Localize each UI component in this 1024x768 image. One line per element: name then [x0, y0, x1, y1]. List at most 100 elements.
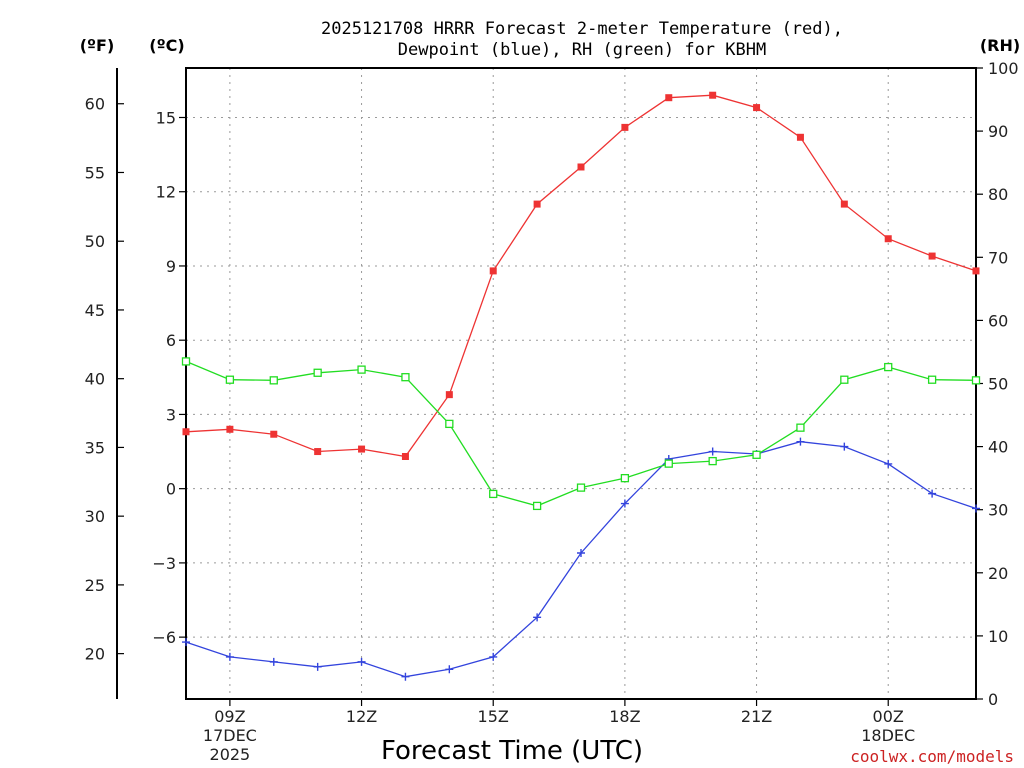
- temperature-point: [270, 430, 278, 438]
- temperature-point: [401, 452, 409, 460]
- celsius-tick-label: 15: [156, 108, 176, 127]
- temperature-point: [314, 448, 322, 456]
- rh-point: [401, 373, 410, 382]
- temperature-point: [928, 252, 936, 260]
- dewpoint-point: [577, 549, 585, 558]
- dewpoint-point: [225, 652, 234, 661]
- celsius-tick-label: 6: [166, 331, 176, 350]
- dewpoint-point: [796, 437, 805, 446]
- chart-title-line2: Dewpoint (blue), RH (green) for KBHM: [398, 40, 766, 60]
- time-tick-year: 2025: [210, 745, 251, 764]
- temperature-point: [621, 123, 629, 131]
- celsius-unit-label: (ºC): [149, 36, 184, 55]
- celsius-tick-label: 0: [166, 480, 176, 499]
- time-tick-label: 12Z: [346, 707, 377, 726]
- fahrenheit-tick-label: 50: [85, 232, 105, 251]
- dewpoint-point: [269, 657, 278, 666]
- rh-point: [664, 459, 673, 468]
- fahrenheit-axis: 20 25 30 35 40 45 50 55 60: [85, 95, 124, 664]
- dewpoint-point: [357, 657, 366, 666]
- celsius-tick-label: −3: [152, 554, 176, 573]
- temperature-point: [182, 428, 190, 436]
- rh-point: [884, 362, 893, 372]
- rh-axis: 0 10 20 30 40 50 60 70 80 90 100: [976, 59, 1019, 709]
- celsius-tick-label: 3: [166, 405, 176, 424]
- fahrenheit-tick-label: 40: [85, 370, 105, 389]
- rh-tick-label: 80: [988, 185, 1008, 204]
- rh-point: [489, 489, 498, 499]
- fahrenheit-tick-label: 55: [85, 163, 105, 182]
- time-tick-label: 09Z: [214, 707, 245, 726]
- rh-point: [357, 365, 366, 374]
- dewpoint-point: [489, 652, 498, 661]
- dewpoint-point: [182, 638, 190, 647]
- rh-tick-label: 50: [988, 375, 1008, 394]
- temperature-point: [358, 445, 366, 453]
- fahrenheit-unit-label: (ºF): [80, 36, 115, 55]
- dewpoint-point: [840, 442, 849, 451]
- rh-point: [708, 456, 717, 466]
- temperature-point: [796, 133, 804, 141]
- rh-tick-label: 60: [988, 311, 1008, 330]
- temperature-series: [182, 91, 980, 460]
- rh-tick-label: 10: [988, 627, 1008, 646]
- rh-tick-label: 40: [988, 438, 1008, 457]
- dewpoint-point: [313, 662, 322, 671]
- rh-point: [269, 376, 278, 385]
- fahrenheit-tick-label: 60: [85, 95, 105, 114]
- time-tick-label: 00Z: [873, 707, 904, 726]
- temperature-point: [489, 267, 497, 275]
- dewpoint-point: [928, 489, 937, 498]
- credit-label: coolwx.com/models: [850, 747, 1014, 766]
- fahrenheit-tick-label: 45: [85, 301, 105, 320]
- rh-point: [840, 375, 849, 384]
- temperature-point: [226, 425, 234, 433]
- rh-tick-label: 90: [988, 122, 1008, 141]
- fahrenheit-tick-label: 35: [85, 438, 105, 457]
- rh-point: [796, 423, 805, 432]
- dewpoint-point: [972, 504, 980, 513]
- temperature-point: [665, 94, 673, 102]
- temperature-point: [577, 163, 585, 171]
- temperature-line: [185, 94, 977, 458]
- x-axis-label: Forecast Time (UTC): [381, 736, 643, 766]
- rh-tick-label: 20: [988, 564, 1008, 583]
- celsius-tick-label: 12: [156, 183, 176, 202]
- data-series: [181, 91, 981, 681]
- dewpoint-point: [533, 613, 542, 622]
- dewpoint-line: [185, 441, 977, 678]
- temperature-point: [709, 91, 717, 99]
- rh-tick-label: 100: [988, 59, 1019, 78]
- rh-point: [576, 483, 586, 492]
- fahrenheit-tick-label: 30: [85, 507, 105, 526]
- temperature-point: [445, 391, 453, 399]
- time-tick-label: 18Z: [609, 707, 640, 726]
- rh-unit-label: (RH): [980, 36, 1020, 55]
- rh-series: [181, 357, 981, 511]
- dewpoint-point: [884, 459, 893, 468]
- time-tick-label: 15Z: [478, 707, 509, 726]
- grid-lines: [186, 68, 976, 699]
- temperature-point: [884, 235, 892, 243]
- rh-point: [927, 375, 937, 384]
- celsius-tick-label: 9: [166, 257, 176, 276]
- time-tick-date: 18DEC: [861, 726, 915, 745]
- rh-point: [752, 450, 761, 459]
- temperature-point: [753, 104, 761, 112]
- celsius-axis: −6 −3 0 3 6 9 12 15: [152, 108, 186, 647]
- fahrenheit-tick-label: 25: [85, 576, 105, 595]
- fahrenheit-tick-label: 20: [85, 645, 105, 664]
- temperature-point: [533, 200, 541, 208]
- chart-title-line1: 2025121708 HRRR Forecast 2-meter Tempera…: [321, 19, 843, 39]
- rh-point: [971, 376, 981, 385]
- dewpoint-point: [620, 499, 629, 508]
- rh-point: [620, 473, 630, 483]
- rh-tick-label: 0: [988, 690, 998, 709]
- rh-tick-label: 70: [988, 248, 1008, 267]
- rh-point: [532, 501, 542, 511]
- rh-point: [181, 357, 191, 366]
- plot-frame: [185, 67, 977, 700]
- time-tick-date: 17DEC: [203, 726, 257, 745]
- celsius-tick-label: −6: [152, 628, 176, 647]
